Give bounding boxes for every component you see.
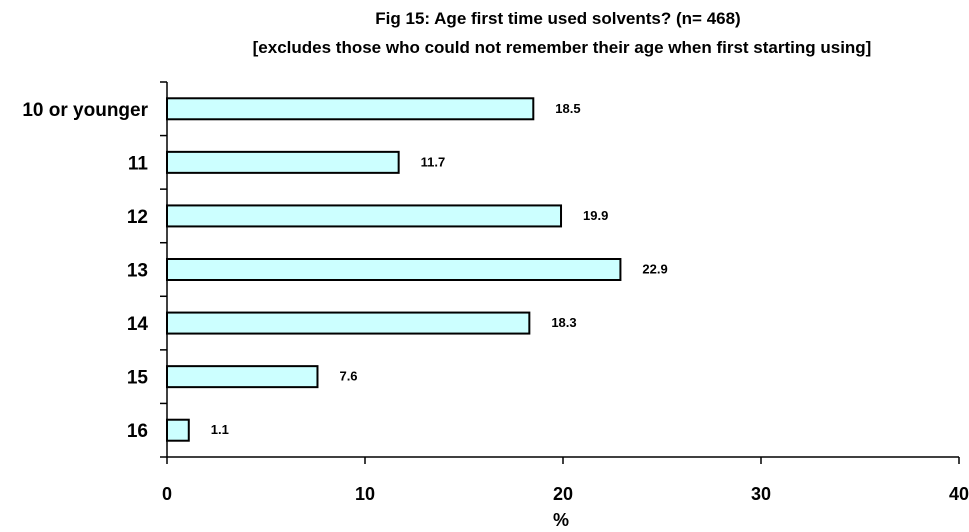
category-label: 16 (127, 421, 148, 442)
x-tick-label: 20 (553, 484, 573, 504)
chart-title: Fig 15: Age first time used solvents? (n… (375, 9, 740, 28)
x-tick-label: 30 (751, 484, 771, 504)
data-label: 18.5 (555, 101, 580, 116)
bar (166, 150, 400, 174)
bar (166, 311, 531, 335)
data-label: 22.9 (642, 262, 667, 277)
category-label: 10 or younger (22, 100, 148, 121)
category-label: 12 (127, 207, 148, 228)
plot-area: 0 10 20 30 40 10 or younger 18.5 11 11.7 12 19.9 13… (22, 81, 969, 504)
x-axis-title: % (553, 510, 569, 530)
x-tick-label: 40 (949, 484, 969, 504)
bar (166, 258, 622, 281)
chart-subtitle: [excludes those who could not remember t… (253, 38, 872, 57)
bar (166, 365, 319, 389)
category-label: 11 (128, 153, 149, 174)
x-tick-label: 0 (162, 484, 172, 504)
x-tick-label: 10 (355, 484, 375, 504)
data-label: 19.9 (583, 208, 608, 223)
bar (166, 97, 535, 121)
category-label: 14 (127, 314, 149, 335)
data-label: 7.6 (339, 369, 357, 384)
data-label: 11.7 (421, 154, 446, 169)
bar (166, 418, 190, 442)
category-label: 15 (127, 368, 149, 389)
data-label: 1.1 (211, 422, 229, 437)
data-label: 18.3 (551, 315, 576, 330)
bar (166, 204, 563, 228)
category-label: 13 (127, 261, 148, 282)
